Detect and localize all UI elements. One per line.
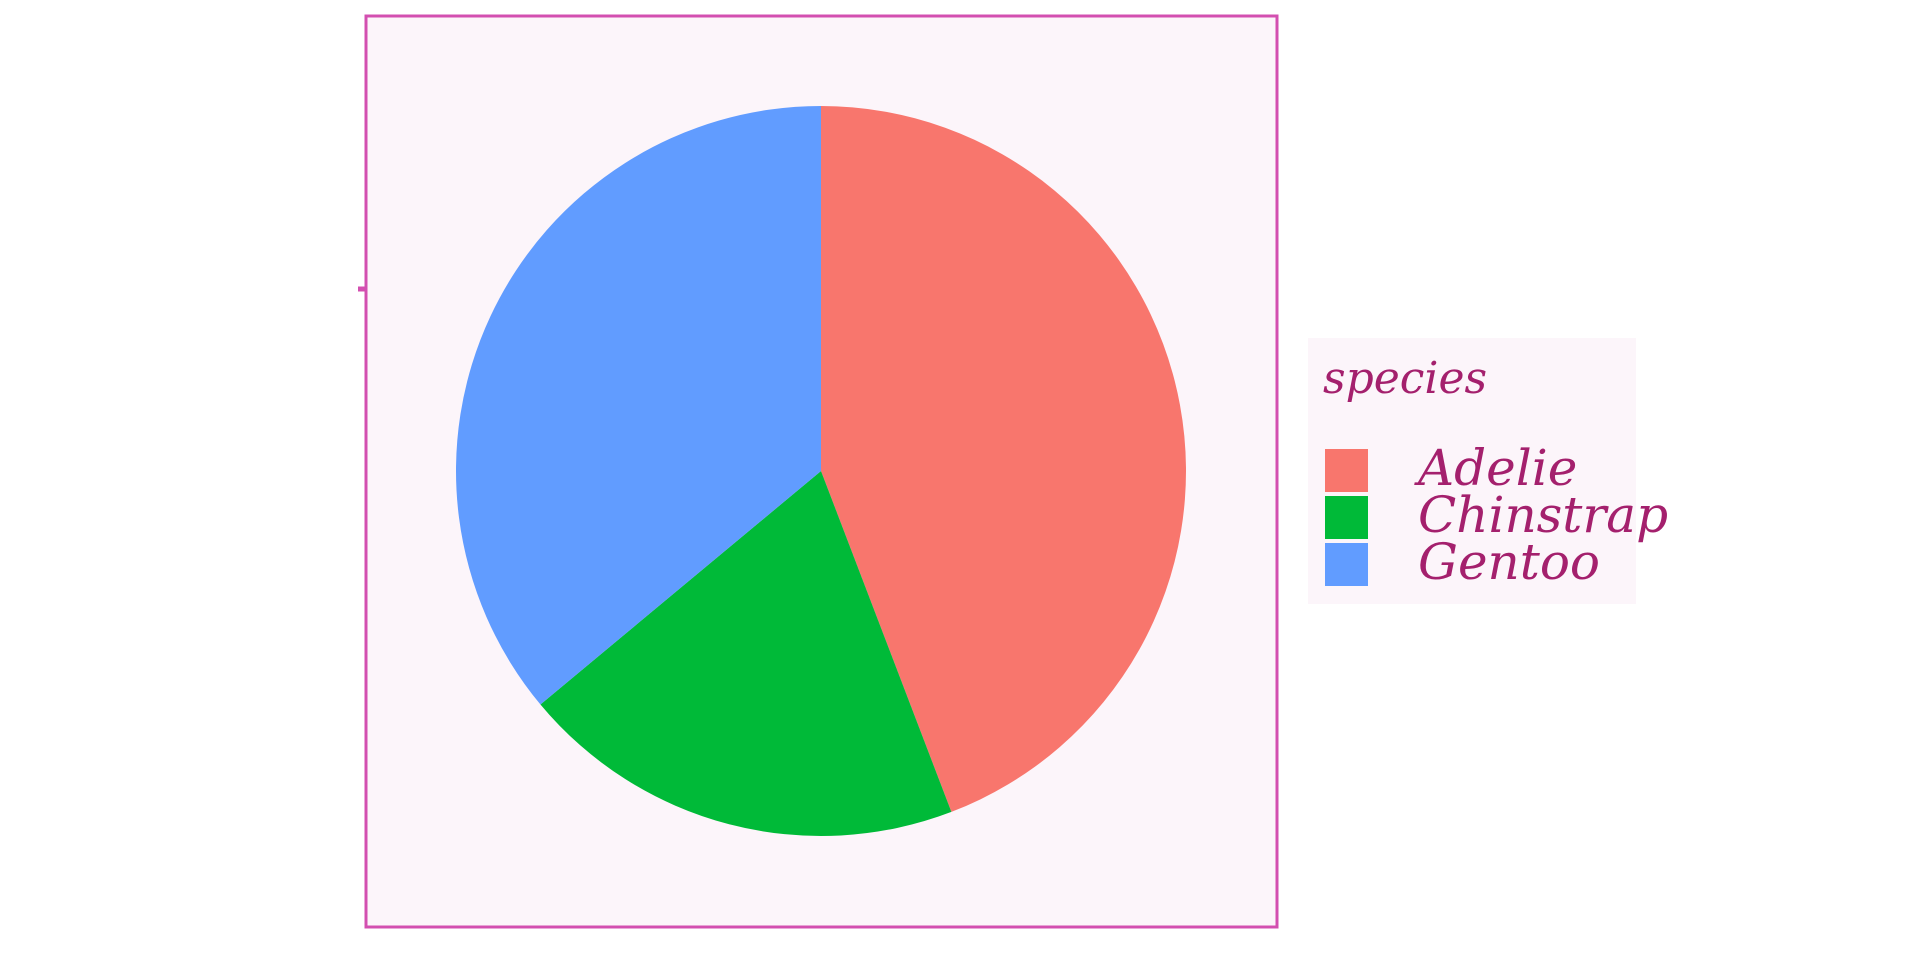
legend-label-adelie: Adelie (1414, 439, 1577, 497)
legend-key-adelie (1325, 449, 1368, 492)
legend-key-gentoo (1325, 543, 1368, 586)
pie-slices (456, 106, 1186, 837)
pie-slice-gentoo (456, 106, 821, 705)
legend-title: species (1323, 353, 1487, 404)
legend-key-chinstrap (1325, 496, 1368, 539)
legend-label-chinstrap: Chinstrap (1418, 486, 1668, 544)
pie-slice-chinstrap (540, 471, 952, 837)
legend-label-gentoo: Gentoo (1418, 533, 1600, 591)
pie-slice-adelie (821, 106, 1186, 812)
